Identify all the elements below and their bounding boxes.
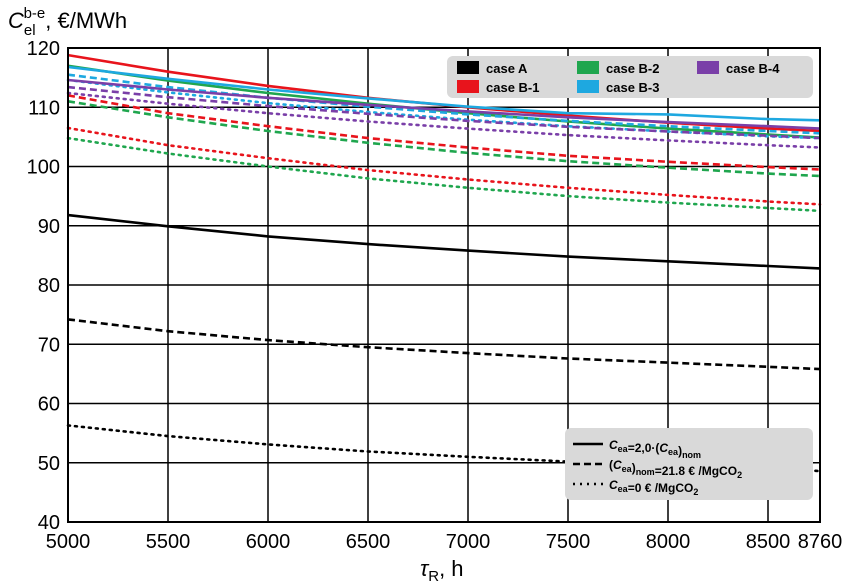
- y-axis-title: Celb-e, €/MWh: [8, 5, 127, 39]
- series-line-case-b-2-dotted: [66, 136, 822, 213]
- y-tick-label: 40: [38, 512, 60, 534]
- x-tick-label: 8500: [746, 531, 791, 553]
- series-line-case-b-3-solid: [67, 65, 821, 122]
- legend-swatch: [697, 61, 719, 74]
- legend-swatch: [577, 61, 599, 74]
- x-tick-label: 8760: [798, 531, 843, 553]
- legend-style-label: (Cea)nom=21.8 € /MgCO2: [609, 458, 742, 480]
- x-tick-label: 7500: [546, 531, 591, 553]
- y-tick-label: 100: [27, 157, 60, 179]
- legend-cases: case A case B-1 case B-2 case B-3 case B-4: [447, 56, 813, 98]
- legend-label: case B-1: [486, 80, 539, 95]
- x-axis-title: τR, h: [420, 556, 464, 582]
- legend-swatch: [457, 61, 479, 74]
- y-tick-label: 80: [38, 275, 60, 297]
- legend-label: case B-2: [606, 61, 659, 76]
- y-tick-label: 110: [28, 97, 60, 119]
- series-line-case-b-1-dotted: [66, 126, 822, 206]
- legend-line-styles: Cea=2,0·(Cea)nom(Cea)nom=21.8 € /MgCO2Ce…: [565, 428, 813, 500]
- x-tick-label: 6000: [246, 531, 291, 553]
- legend-label: case A: [486, 61, 528, 76]
- legend-styles-box: [565, 428, 813, 500]
- x-tick-label: 5000: [46, 531, 91, 553]
- series-line-case-b-1-dashed: [67, 94, 821, 171]
- y-tick-label: 50: [38, 453, 60, 475]
- series-line-case-b-4-dotted: [66, 91, 822, 149]
- y-tick-label: 90: [38, 216, 60, 238]
- legend-swatch: [577, 80, 599, 93]
- y-tick-label: 60: [38, 394, 60, 416]
- x-tick-label: 7000: [446, 531, 491, 553]
- legend-style-label: Cea=2,0·(Cea)nom: [609, 438, 701, 460]
- series-line-case-b-4-solid: [67, 78, 821, 130]
- legend-label: case B-4: [726, 61, 780, 76]
- plot-frame: [67, 47, 821, 523]
- axis-ticks: 5000 5500 6000 6500 7000 7500 8000 8500 8760 40 50…: [27, 38, 843, 553]
- series-line-case-a-solid: [67, 213, 821, 270]
- x-tick-label: 6500: [346, 531, 391, 553]
- legend-style-label: Cea=0 € /MgCO2: [609, 478, 698, 497]
- x-tick-label: 8000: [646, 531, 691, 553]
- series-line-case-b-3-dashed: [67, 73, 821, 135]
- y-tick-label: 120: [27, 38, 60, 60]
- series-line-case-a-dashed: [67, 318, 821, 371]
- series-line-case-b-4-dashed: [67, 85, 821, 140]
- y-tick-label: 70: [38, 334, 60, 356]
- series-line-case-b-2-dashed: [67, 100, 821, 178]
- legend-label: case B-3: [606, 80, 659, 95]
- x-tick-label: 5500: [146, 531, 191, 553]
- data-series: [66, 53, 822, 473]
- legend-swatch: [457, 80, 479, 93]
- legend-cases-box: [447, 56, 813, 98]
